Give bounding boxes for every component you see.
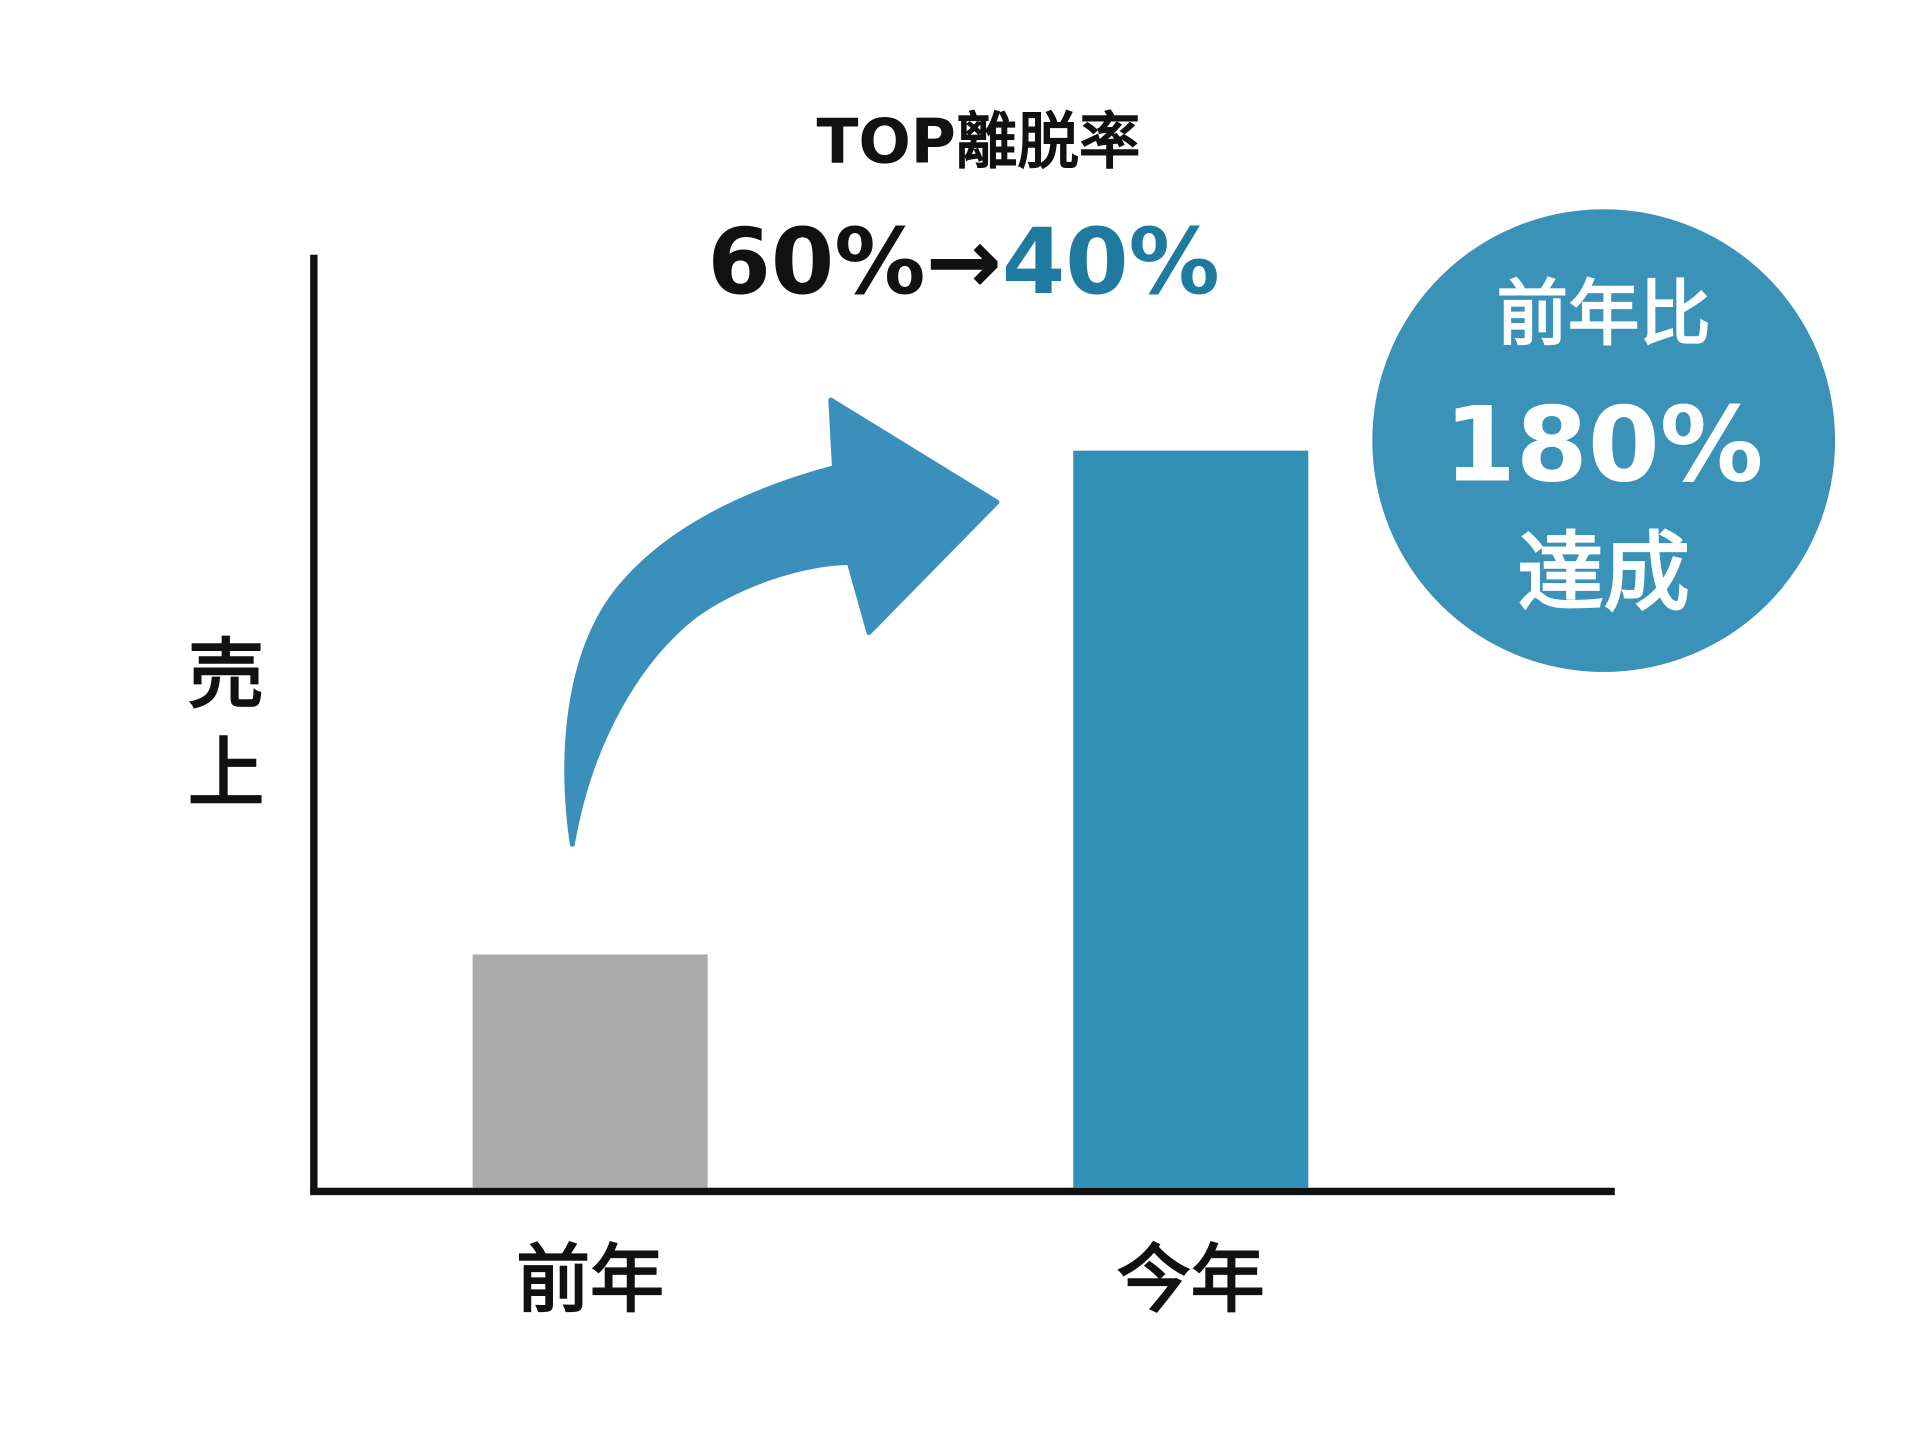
growth-arrow (564, 397, 1000, 847)
x-tick-label: 今年 (1117, 1237, 1265, 1323)
y-axis-label: 売上 (175, 634, 264, 831)
chart-title: TOP離脱率 (817, 106, 1141, 178)
badge-line: 180% (1444, 386, 1763, 506)
bar (1073, 450, 1309, 1188)
bars (472, 450, 1309, 1188)
badge-line: 達成 (1518, 524, 1690, 624)
rate-from: 60%→ (708, 209, 1002, 315)
badge-line: 前年比 (1497, 272, 1711, 355)
badge (1372, 209, 1836, 672)
rate-change: 60%→40% (708, 209, 1220, 315)
bar (472, 954, 708, 1188)
x-tick-label: 前年 (516, 1237, 664, 1323)
rate-to: 40% (1002, 209, 1220, 315)
